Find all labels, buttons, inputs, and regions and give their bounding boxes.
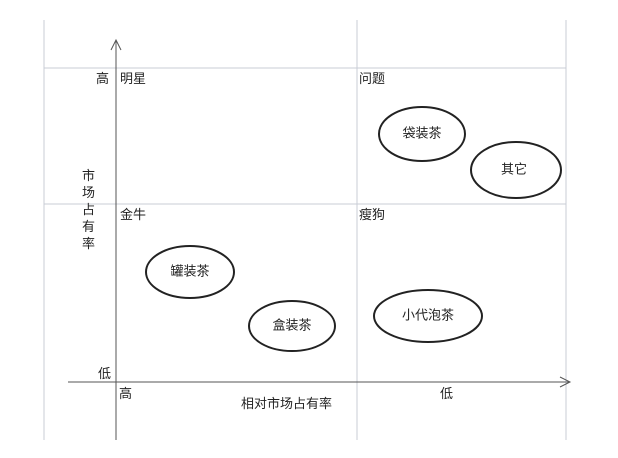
product-label-bagged-tea: 袋装茶	[402, 126, 442, 142]
product-ellipses	[145, 106, 562, 352]
product-ellipse-small-teabag	[373, 289, 483, 343]
y-axis-low-label: 低	[98, 367, 112, 382]
x-axis-high-label: 高	[119, 387, 133, 402]
x-axis-label: 相对市场占有率	[241, 397, 333, 412]
y-axis-arrowhead	[110, 38, 122, 51]
x-axis-arrowhead	[559, 376, 572, 388]
product-ellipse-boxed-tea	[248, 300, 336, 352]
product-ellipse-other	[470, 141, 562, 199]
product-label-small-teabag: 小代泡茶	[401, 308, 455, 324]
product-label-canned-tea: 罐装茶	[170, 264, 210, 280]
grid-lines	[43, 20, 567, 440]
product-ellipse-canned-tea	[145, 245, 235, 299]
product-label-other: 其它	[500, 162, 528, 178]
y-axis-high-label: 高	[96, 72, 110, 87]
axes	[68, 38, 572, 440]
quadrant-label-dog: 瘦狗	[359, 208, 386, 223]
product-label-boxed-tea: 盒装茶	[272, 318, 312, 334]
y-axis-label: 市场占有率	[82, 169, 96, 252]
quadrant-label-question: 问题	[359, 72, 386, 87]
quadrant-label-star: 明星	[120, 72, 147, 87]
product-ellipse-bagged-tea	[378, 106, 466, 162]
x-axis-low-label: 低	[440, 387, 454, 402]
quadrant-label-cash-cow: 金牛	[120, 208, 147, 223]
